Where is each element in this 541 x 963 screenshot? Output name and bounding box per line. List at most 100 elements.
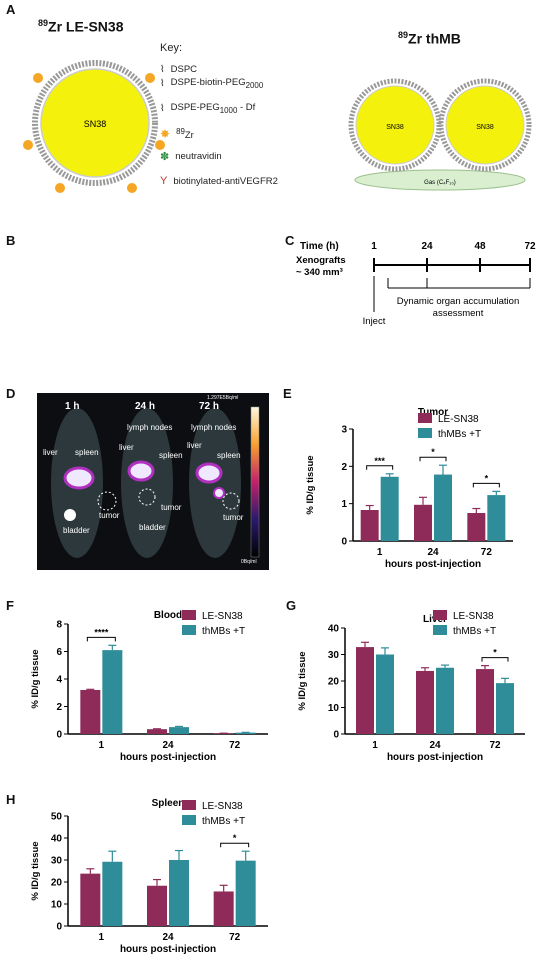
spleen-legend-label: thMBs +T xyxy=(202,816,245,827)
tumor-y-tick-label: 2 xyxy=(341,462,347,473)
spleen-x-tick-label: 72 xyxy=(229,932,241,943)
blood-x-tick-label: 72 xyxy=(229,740,241,751)
gas-core xyxy=(354,169,526,191)
blood-chart-title: Blood xyxy=(154,610,182,621)
key-sub-2000: 2000 xyxy=(245,80,264,90)
tumor-significance-bracket xyxy=(366,465,394,470)
antibody-icon: Y xyxy=(160,175,168,187)
title-text-left: Zr LE-SN38 xyxy=(48,18,124,35)
key-title: Key: xyxy=(160,42,183,54)
key-item-dspe-df: DSPE-PEG1000 - Df xyxy=(171,102,256,115)
scan-time-1h: 1 h xyxy=(65,401,80,412)
liver-significance-bracket xyxy=(481,657,509,662)
tumor-y-tick-label: 0 xyxy=(341,537,347,548)
blood-y-tick-label: 4 xyxy=(56,675,62,686)
liver-x-axis-label: hours post-injection xyxy=(387,752,483,763)
xeno-line2: ~ 340 mm³ xyxy=(296,267,343,278)
tumor-bar-thmbs-t xyxy=(380,476,399,541)
label-lymph-24h: lymph nodes xyxy=(127,423,173,432)
liver-y-tick-label: 30 xyxy=(328,650,340,661)
title-mass-left: 89 xyxy=(38,18,49,28)
time-label: Time (h) xyxy=(300,241,339,252)
label-tumor-24h: tumor xyxy=(161,503,182,512)
blood-bar-thmbs-t xyxy=(235,732,256,734)
tumor-bar-thmbs-t xyxy=(487,495,506,541)
liver-y-tick-label: 10 xyxy=(328,703,340,714)
key-item-zr-text: Zr xyxy=(184,130,194,142)
panel-label-a: A xyxy=(6,2,16,17)
tumor-circle-72h xyxy=(222,492,240,510)
liver-signal-72h xyxy=(195,462,223,484)
spleen-x-axis-label: hours post-injection xyxy=(120,944,216,955)
time-1: 1 xyxy=(371,241,377,252)
panel-label-c: C xyxy=(285,233,295,248)
spleen-legend-swatch xyxy=(182,815,196,825)
spleen-y-tick-label: 50 xyxy=(51,812,63,823)
box1-line4: 0.4mg/kg SN38 xyxy=(50,291,140,306)
liver-legend-swatch xyxy=(433,610,447,620)
time-48: 48 xyxy=(474,241,486,252)
blood-y-axis-label: % ID/g tissue xyxy=(30,649,41,708)
label-lymph-72h: lymph nodes xyxy=(191,423,237,432)
label-tumor-72h: tumor xyxy=(223,513,244,522)
spleen-legend-label: LE-SN38 xyxy=(202,801,243,812)
tumor-x-tick-label: 72 xyxy=(481,547,493,558)
xeno-line1: Xenografts xyxy=(296,255,346,266)
label-spleen-1h: spleen xyxy=(75,448,99,457)
blood-y-tick-label: 8 xyxy=(56,620,62,631)
pet-image-panel: 1 h 24 h 72 h 1.297E5Bq/ml 0Bq/ml liver … xyxy=(37,393,269,570)
blood-bar-le-sn38 xyxy=(147,729,167,734)
le-sn38-group-box: VEGFR2 LE-SN38 (89Zr-liposome) 0.4mg/kg … xyxy=(37,238,153,340)
box1-line1: VEGFR2 xyxy=(66,245,123,261)
box2-line4: 0.4mg/kg SN38 xyxy=(171,291,262,306)
microbubble-title: 89Zr thMB xyxy=(398,30,461,47)
liver-signal-24h xyxy=(127,460,155,482)
spleen-y-tick-label: 40 xyxy=(51,834,63,845)
liposome-right-bilayer xyxy=(438,78,532,172)
tumor-x-tick-label: 1 xyxy=(377,547,383,558)
key-item-dspe-biotin-text: DSPE-biotin-PEG xyxy=(170,77,246,88)
spleen-bar-thmbs-t xyxy=(102,861,123,926)
key-item-zr: 89Zr xyxy=(176,127,194,141)
label-spleen-24h: spleen xyxy=(159,451,183,460)
tumor-legend-swatch xyxy=(418,428,432,438)
box1-line2: LE-SN38 xyxy=(66,260,124,276)
zr-stars xyxy=(23,73,165,193)
liposome-left-label: SN38 xyxy=(386,124,404,131)
inject-label: Inject xyxy=(363,316,386,327)
panel-label-h: H xyxy=(6,792,16,807)
spleen-legend-swatch xyxy=(182,800,196,810)
liver-signal-1h xyxy=(63,466,95,490)
liver-bar-thmbs-t xyxy=(376,654,394,734)
title-mass-right: 89 xyxy=(398,30,409,40)
key-item-dspe-biotin: DSPE-biotin-PEG2000 xyxy=(171,77,264,90)
tumor-legend-label: thMBs +T xyxy=(438,429,481,440)
spleen-y-axis-label: % ID/g tissue xyxy=(30,841,41,900)
spleen-y-tick-label: 0 xyxy=(56,922,62,933)
blood-bar-le-sn38 xyxy=(80,690,101,734)
label-bladder-1h: bladder xyxy=(63,526,90,535)
blood-x-axis-label: hours post-injection xyxy=(120,752,216,763)
liver-bar-le-sn38 xyxy=(416,670,434,734)
tumor-significance-label: * xyxy=(485,473,489,483)
tumor-significance-bracket xyxy=(419,456,447,462)
liver-x-tick-label: 72 xyxy=(489,740,501,751)
timeline-diagram: Time (h) 1 24 48 72 Xenografts ~ 340 mm³… xyxy=(296,241,536,327)
key-item-neutravidin: neutravidin xyxy=(175,151,222,162)
blood-y-tick-label: 0 xyxy=(56,730,62,741)
tumor-legend-label: LE-SN38 xyxy=(438,414,479,425)
panel-label-f: F xyxy=(6,598,14,613)
legend-key: Key: ⌇ DSPC ⌇ DSPE-biotin-PEG2000 ⌇ DSPE-PE… xyxy=(160,42,340,202)
title-text-right: Zr thMB xyxy=(408,30,461,47)
spleen-bar-thmbs-t xyxy=(235,860,256,926)
liposome-diagram: SN38 xyxy=(23,60,165,193)
liver-bar-thmbs-t xyxy=(436,667,454,734)
tumor-significance-label: * xyxy=(431,447,435,457)
label-liver-24h: liver xyxy=(119,443,134,452)
key-item-df-text: Df xyxy=(245,102,256,113)
spleen-y-tick-label: 30 xyxy=(51,856,63,867)
key-item-dspc: DSPC xyxy=(170,64,198,75)
spleen-chart: Spleen 0 10 20 30 40 50 % ID/g tissue hours post… xyxy=(30,798,268,955)
